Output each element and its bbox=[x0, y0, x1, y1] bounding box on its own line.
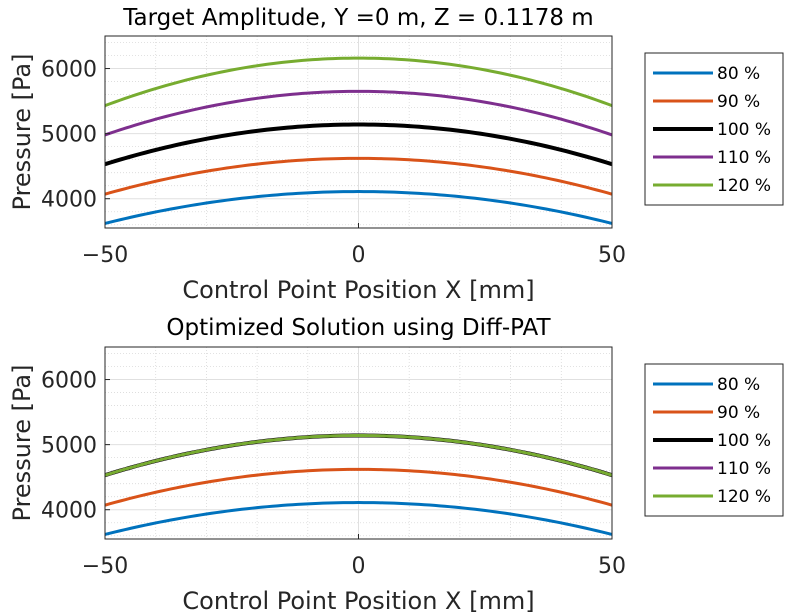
series-line-5 bbox=[104, 434, 613, 477]
chart-panel-1: 4000 5000 6000 −50 0 50 Target Amplitude, Y =0… bbox=[8, 5, 784, 304]
series-line-2 bbox=[104, 156, 613, 196]
legend-label-4: 110 % bbox=[717, 148, 771, 168]
legend-label-2: 90 % bbox=[717, 92, 760, 112]
x-tick-label: 50 bbox=[598, 243, 626, 268]
chart-title: Optimized Solution using Diff-PAT bbox=[166, 315, 551, 341]
series-line-4 bbox=[104, 89, 613, 137]
series-line-5 bbox=[104, 56, 613, 108]
legend-label-2: 90 % bbox=[717, 403, 760, 423]
chart-title: Target Amplitude, Y =0 m, Z = 0.1178 m bbox=[122, 5, 593, 31]
y-tick-label: 4000 bbox=[41, 188, 97, 213]
y-tick-label: 4000 bbox=[41, 499, 97, 524]
legend-label-5: 120 % bbox=[717, 176, 771, 196]
legend-label-1: 80 % bbox=[717, 375, 760, 395]
y-tick-label: 5000 bbox=[41, 434, 97, 459]
x-tick-label: 0 bbox=[352, 554, 366, 579]
x-tick-label: −50 bbox=[82, 243, 128, 268]
legend-label-1: 80 % bbox=[717, 64, 760, 84]
legend: 80 % 90 % 100 % 110 % 120 % bbox=[644, 52, 784, 206]
legend-label-4: 110 % bbox=[717, 459, 771, 479]
x-axis-label: Control Point Position X [mm] bbox=[182, 587, 534, 615]
plot-lines bbox=[104, 56, 613, 225]
legend-label-3: 100 % bbox=[717, 431, 771, 451]
legend: 80 % 90 % 100 % 110 % 120 % bbox=[644, 363, 784, 517]
y-tick-label: 6000 bbox=[41, 369, 97, 394]
series-line-1 bbox=[104, 501, 613, 536]
y-axis-label: Pressure [Pa] bbox=[8, 365, 36, 522]
series-line-1 bbox=[104, 190, 613, 225]
y-tick-label: 5000 bbox=[41, 123, 97, 148]
y-tick-label: 6000 bbox=[41, 58, 97, 83]
x-tick-label: 0 bbox=[352, 243, 366, 268]
series-line-2 bbox=[104, 467, 613, 507]
x-tick-label: −50 bbox=[82, 554, 128, 579]
chart-panel-2: 4000 5000 6000 −50 0 50 Optimized Solution usi… bbox=[8, 315, 784, 615]
x-tick-label: 50 bbox=[598, 554, 626, 579]
y-axis-label: Pressure [Pa] bbox=[8, 54, 36, 211]
series-line-3 bbox=[104, 122, 613, 167]
legend-label-3: 100 % bbox=[717, 120, 771, 140]
plot-lines bbox=[104, 433, 613, 536]
x-axis-label: Control Point Position X [mm] bbox=[182, 276, 534, 304]
legend-label-5: 120 % bbox=[717, 487, 771, 507]
